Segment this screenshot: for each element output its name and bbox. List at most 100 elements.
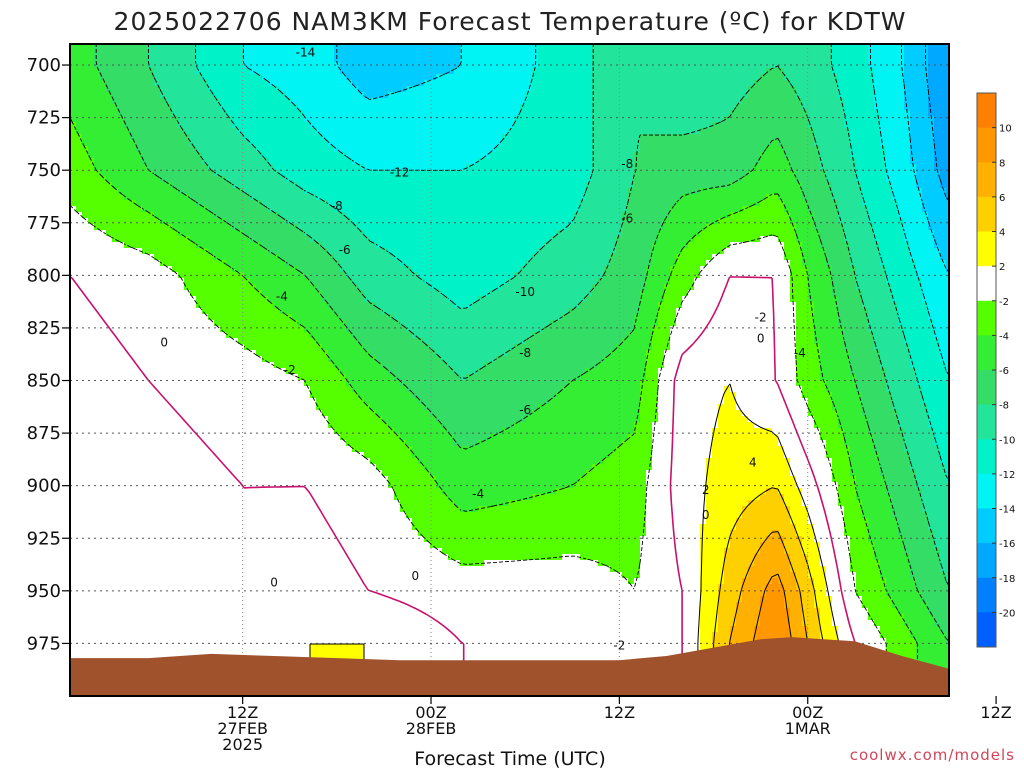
- temperature-cell: [844, 158, 851, 165]
- temperature-cell: [514, 62, 521, 69]
- temperature-cell: [160, 44, 167, 51]
- temperature-cell: [394, 152, 401, 159]
- temperature-cell: [394, 194, 401, 201]
- temperature-cell: [742, 176, 749, 183]
- temperature-cell: [664, 116, 671, 123]
- temperature-cell: [718, 200, 725, 207]
- temperature-cell: [640, 80, 647, 87]
- temperature-cell: [892, 218, 899, 225]
- temperature-cell: [484, 218, 491, 225]
- temperature-cell: [922, 188, 929, 195]
- temperature-cell: [526, 140, 533, 147]
- temperature-cell: [940, 98, 947, 105]
- temperature-cell: [658, 236, 665, 243]
- temperature-cell: [274, 218, 281, 225]
- temperature-cell: [340, 50, 347, 57]
- temperature-cell: [358, 176, 365, 183]
- temperature-cell: [742, 212, 749, 219]
- temperature-cell: [472, 134, 479, 141]
- temperature-cell: [580, 242, 587, 249]
- temperature-cell: [250, 68, 257, 75]
- temperature-cell: [682, 188, 689, 195]
- temperature-cell: [532, 188, 539, 195]
- temperature-cell: [724, 68, 731, 75]
- temperature-cell: [454, 164, 461, 171]
- temperature-cell: [664, 92, 671, 99]
- temperature-cell: [124, 206, 131, 213]
- temperature-cell: [190, 74, 197, 81]
- temperature-cell: [430, 182, 437, 189]
- temperature-cell: [148, 170, 155, 177]
- temperature-cell: [490, 116, 497, 123]
- temperature-cell: [100, 158, 107, 165]
- temperature-cell: [874, 230, 881, 237]
- temperature-cell: [478, 104, 485, 111]
- temperature-cell: [514, 50, 521, 57]
- temperature-cell: [346, 236, 353, 243]
- temperature-cell: [394, 74, 401, 81]
- temperature-cell: [166, 236, 173, 243]
- temperature-cell: [100, 242, 107, 249]
- temperature-cell: [166, 152, 173, 159]
- temperature-cell: [580, 182, 587, 189]
- temperature-cell: [442, 176, 449, 183]
- temperature-cell: [406, 98, 413, 105]
- temperature-cell: [532, 122, 539, 129]
- temperature-cell: [172, 182, 179, 189]
- temperature-cell: [838, 230, 845, 237]
- temperature-cell: [220, 152, 227, 159]
- temperature-cell: [820, 230, 827, 237]
- temperature-cell: [844, 146, 851, 153]
- temperature-cell: [544, 74, 551, 81]
- temperature-cell: [394, 158, 401, 165]
- temperature-cell: [820, 134, 827, 141]
- temperature-cell: [646, 230, 653, 237]
- temperature-cell: [346, 140, 353, 147]
- temperature-cell: [862, 230, 869, 237]
- temperature-cell: [232, 224, 239, 231]
- temperature-cell: [646, 128, 653, 135]
- temperature-cell: [136, 50, 143, 57]
- temperature-cell: [808, 206, 815, 213]
- temperature-cell: [448, 56, 455, 63]
- temperature-cell: [208, 224, 215, 231]
- temperature-cell: [718, 230, 725, 237]
- temperature-cell: [106, 110, 113, 117]
- temperature-cell: [898, 122, 905, 129]
- temperature-cell: [604, 164, 611, 171]
- temperature-cell: [304, 128, 311, 135]
- temperature-cell: [154, 242, 161, 249]
- temperature-cell: [682, 44, 689, 51]
- temperature-cell: [502, 104, 509, 111]
- temperature-cell: [160, 236, 167, 243]
- temperature-cell: [472, 188, 479, 195]
- temperature-cell: [688, 116, 695, 123]
- temperature-cell: [358, 194, 365, 201]
- temperature-cell: [460, 56, 467, 63]
- temperature-cell: [286, 224, 293, 231]
- temperature-cell: [946, 146, 949, 153]
- temperature-cell: [808, 128, 815, 135]
- temperature-cell: [472, 86, 479, 93]
- temperature-cell: [256, 176, 263, 183]
- temperature-cell: [886, 128, 893, 135]
- temperature-cell: [400, 152, 407, 159]
- temperature-cell: [88, 170, 95, 177]
- temperature-cell: [304, 224, 311, 231]
- temperature-cell: [946, 104, 949, 111]
- temperature-cell: [904, 236, 911, 243]
- temperature-cell: [406, 86, 413, 93]
- temperature-cell: [688, 104, 695, 111]
- temperature-cell: [274, 188, 281, 195]
- temperature-cell: [832, 86, 839, 93]
- temperature-cell: [388, 218, 395, 225]
- temperature-cell: [646, 218, 653, 225]
- temperature-cell: [514, 236, 521, 243]
- temperature-cell: [340, 98, 347, 105]
- temperature-cell: [694, 224, 701, 231]
- temperature-cell: [634, 212, 641, 219]
- temperature-cell: [940, 116, 947, 123]
- temperature-cell: [712, 152, 719, 159]
- temperature-cell: [454, 182, 461, 189]
- temperature-cell: [556, 62, 563, 69]
